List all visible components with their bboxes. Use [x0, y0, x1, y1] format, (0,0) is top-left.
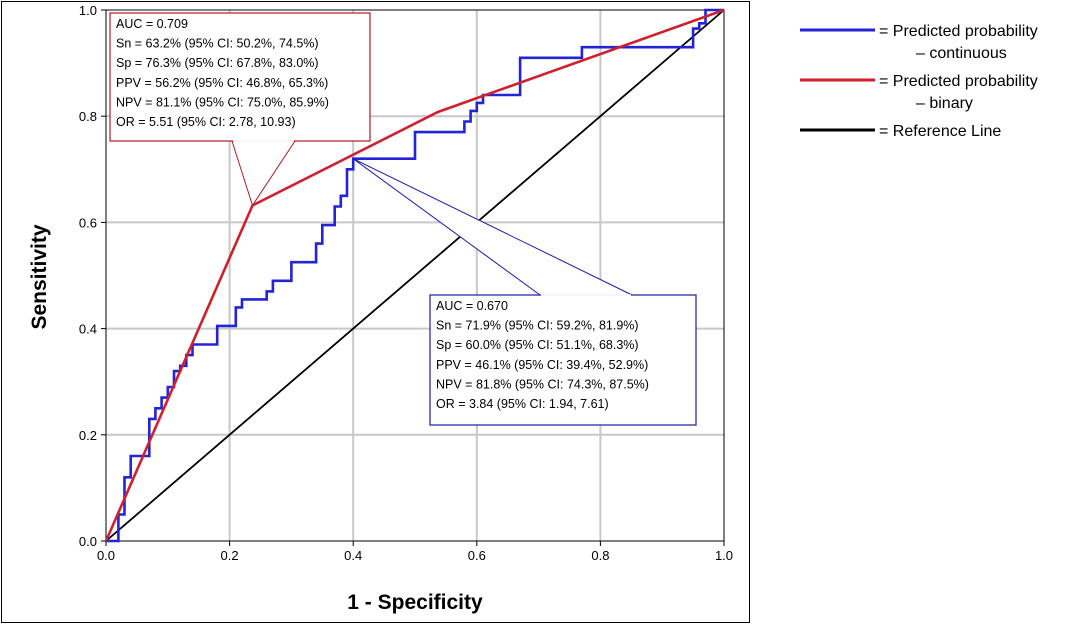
callout-text-line: PPV = 46.1% (95% CI: 39.4%, 52.9%) — [436, 358, 648, 372]
axes: 0.0 0.2 0.4 0.6 0.8 1.0 0.0 0.2 0.4 0.6 0.8 1.0 — [1, 1, 750, 623]
binary-roc-line — [104, 8, 725, 542]
series-lines — [104, 8, 725, 543]
callout-text-line: Sn = 71.9% (95% CI: 59.2%, 81.9%) — [436, 319, 639, 333]
callout-pointer — [352, 158, 633, 296]
x-tick-label: 0.4 — [344, 548, 362, 563]
legend-label: – binary — [916, 95, 973, 112]
callout-pointer — [231, 140, 296, 207]
plot-frame — [105, 9, 725, 542]
y-tick-label: 0.4 — [79, 322, 97, 337]
y-tick-label: 0.8 — [79, 109, 97, 124]
callout-text-line: AUC = 0.709 — [116, 17, 188, 31]
y-tick-label: 1.0 — [79, 3, 97, 18]
y-tick-label: 0.6 — [79, 215, 97, 230]
callout-text-line: OR = 3.84 (95% CI: 1.94, 7.61) — [436, 397, 609, 411]
reference-line — [105, 9, 725, 542]
y-axis-title: Sensitivity — [28, 224, 51, 329]
callout-text-line: NPV = 81.8% (95% CI: 74.3%, 87.5%) — [436, 377, 649, 391]
y-tick-label: 0.2 — [79, 428, 97, 443]
x-axis-title: 1 - Specificity — [347, 591, 483, 614]
x-tick-label: 0.8 — [591, 548, 609, 563]
callout-text-line: PPV = 56.2% (95% CI: 46.8%, 65.3%) — [116, 76, 328, 90]
x-tick-label: 0.6 — [468, 548, 486, 563]
annotations: AUC = 0.709 Sn = 63.2% (95% CI: 50.2%, 74… — [109, 12, 697, 426]
callout-text-line: Sp = 76.3% (95% CI: 67.8%, 83.0%) — [116, 56, 319, 70]
figure-frame — [1, 1, 750, 623]
y-tick-label: 0.0 — [79, 534, 97, 549]
legend: = Predicted probability – continuous = Pre… — [800, 23, 1038, 140]
legend-label: = Predicted probability — [879, 73, 1038, 90]
legend-label: – continuous — [916, 45, 1007, 62]
legend-label: = Reference Line — [879, 123, 1001, 140]
callout-text-line: Sn = 63.2% (95% CI: 50.2%, 74.5%) — [116, 37, 319, 51]
x-tick-label: 1.0 — [715, 548, 733, 563]
callout-text-line: Sp = 60.0% (95% CI: 51.1%, 68.3%) — [436, 338, 639, 352]
callout-box — [109, 12, 371, 142]
x-tick-label: 0.2 — [221, 548, 239, 563]
x-tick-label: 0.0 — [97, 548, 115, 563]
callout-text-line: NPV = 81.1% (95% CI: 75.0%, 85.9%) — [116, 95, 329, 109]
legend-label: = Predicted probability — [879, 23, 1038, 40]
callout-box — [429, 294, 697, 426]
callout-text-line: AUC = 0.670 — [436, 299, 508, 313]
callout-text-line: OR = 5.51 (95% CI: 2.78, 10.93) — [116, 115, 296, 129]
